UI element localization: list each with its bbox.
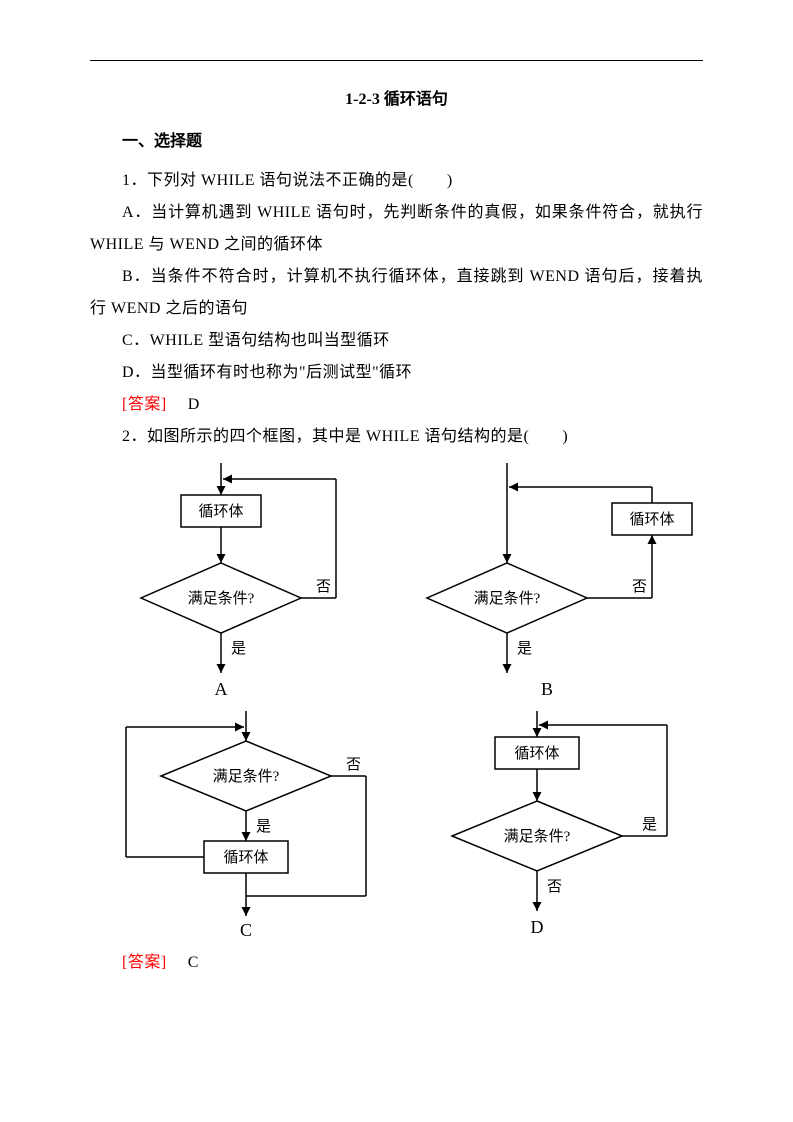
q2-stem: 2．如图所示的四个框图，其中是 WHILE 语句结构的是( ): [90, 421, 703, 453]
loop-body-text: 循环体: [224, 849, 269, 866]
q1-option-b: B．当条件不符合时，计算机不执行循环体，直接跳到 WEND 语句后，接着执行 W…: [90, 261, 703, 325]
label-b: B: [541, 679, 553, 699]
flowchart-b: 满足条件? 否 循环体 是 B: [407, 463, 697, 703]
yes-text: 是: [231, 641, 246, 657]
q1-option-d: D．当型循环有时也称为"后测试型"循环: [90, 357, 703, 389]
flowchart-c: 满足条件? 是 循环体 否 C: [96, 711, 386, 941]
label-c: C: [240, 920, 252, 940]
yes-text: 是: [256, 819, 271, 835]
q1-option-a: A．当计算机遇到 WHILE 语句时，先判断条件的真假，如果条件符合，就执行 W…: [90, 197, 703, 261]
q1-stem: 1．下列对 WHILE 语句说法不正确的是( ): [90, 165, 703, 197]
loop-body-text: 循环体: [629, 511, 674, 528]
no-text: 否: [547, 879, 562, 895]
label-a: A: [215, 679, 228, 699]
q1-answer: [答案] D: [90, 389, 703, 421]
no-text: 否: [632, 579, 647, 595]
q2-answer: [答案] C: [90, 947, 703, 979]
section-heading: 一、选择题: [90, 127, 703, 151]
q1-answer-value-text: D: [188, 396, 200, 413]
cond-text: 满足条件?: [213, 768, 280, 785]
answer-label: [答案]: [122, 396, 167, 413]
flowchart-d: 循环体 满足条件? 是 否 D: [407, 711, 697, 941]
q1-answer-value: [171, 396, 188, 413]
q1-option-c: C．WHILE 型语句结构也叫当型循环: [90, 325, 703, 357]
cond-text: 满足条件?: [503, 828, 570, 845]
no-text: 否: [346, 757, 361, 773]
yes-text: 是: [642, 817, 657, 833]
page-title: 1-2-3 循环语句: [90, 85, 703, 109]
cond-text: 满足条件?: [473, 590, 540, 607]
yes-text: 是: [517, 641, 532, 657]
answer-label: [答案]: [122, 954, 167, 971]
label-d: D: [530, 917, 543, 937]
horizontal-rule: [90, 60, 703, 61]
q2-answer-value-text: C: [188, 954, 199, 971]
loop-body-text: 循环体: [199, 503, 244, 520]
flowchart-a: 循环体 满足条件? 否 是 A: [101, 463, 381, 703]
no-text: 否: [316, 579, 331, 595]
loop-body-text: 循环体: [514, 745, 559, 762]
flowchart-grid: 循环体 满足条件? 否 是 A: [90, 463, 703, 941]
cond-text: 满足条件?: [188, 590, 255, 607]
